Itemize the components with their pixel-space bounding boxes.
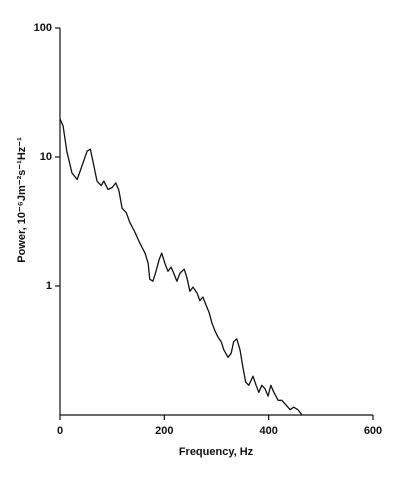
y-axis-label: Power, 10⁻⁶Jm⁻²s⁻¹Hz⁻¹ (16, 137, 28, 263)
x-tick-label: 200 (155, 425, 173, 437)
x-axis-label: Frequency, Hz (179, 446, 254, 458)
y-tick-label: 100 (34, 22, 52, 34)
y-tick-label: 10 (40, 151, 52, 163)
y-tick-label: 1 (46, 280, 52, 292)
x-tick-label: 600 (364, 425, 382, 437)
data-line (59, 118, 303, 416)
x-tick-label: 0 (57, 425, 63, 437)
x-tick-label: 400 (259, 425, 277, 437)
